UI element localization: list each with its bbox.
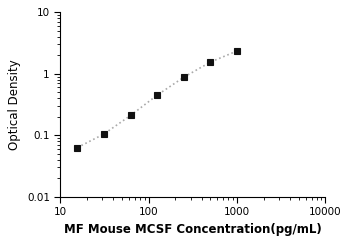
- X-axis label: MF Mouse MCSF Concentration(pg/mL): MF Mouse MCSF Concentration(pg/mL): [64, 223, 322, 236]
- Y-axis label: Optical Density: Optical Density: [8, 59, 21, 150]
